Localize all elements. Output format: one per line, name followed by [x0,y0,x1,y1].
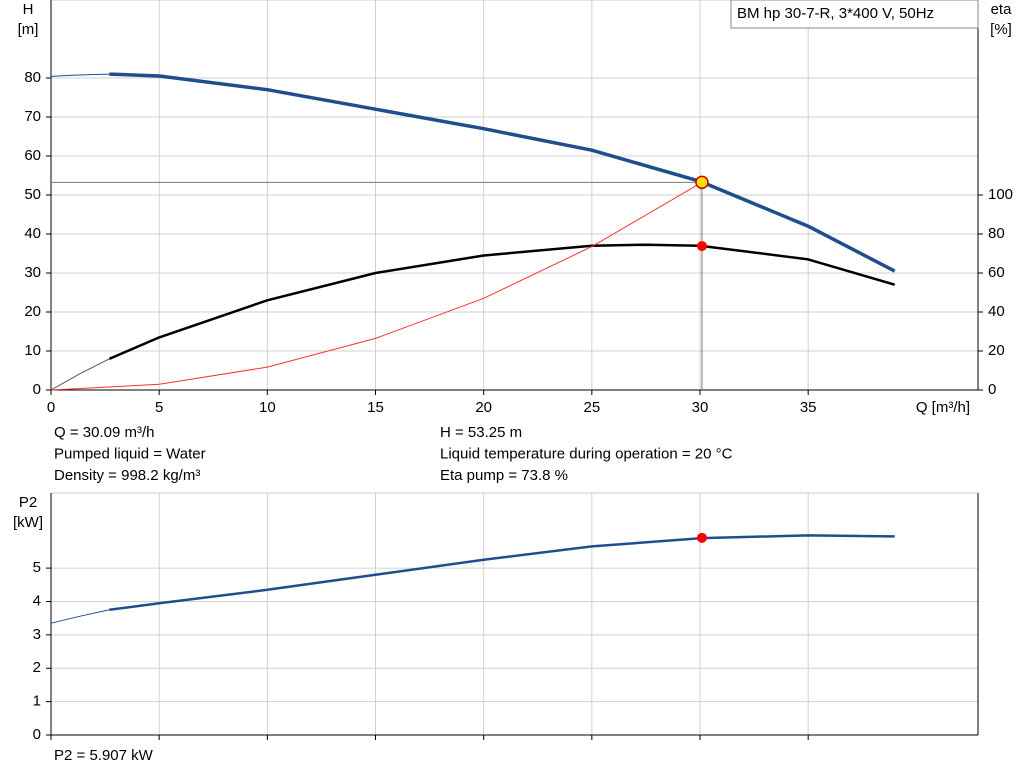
y2-unit: [%] [990,21,1012,38]
operating-point [696,532,707,543]
y-unit: [m] [18,21,39,38]
operating-point [696,241,707,252]
info-text: P2 = 5.907 kW [54,747,154,764]
info-text: Q = 30.09 m³/h [54,424,154,441]
curve [109,534,895,612]
y-tick-label: 5 [33,559,41,576]
x-tick-label: 15 [367,399,384,416]
curve [109,72,896,273]
y-tick-label: 4 [33,592,41,609]
y-tick-label: 20 [24,303,41,320]
info-text: Eta pump = 73.8 % [440,467,568,484]
x-tick-label: 25 [583,399,600,416]
y-tick-label: 10 [24,342,41,359]
chart-title: BM hp 30-7-R, 3*400 V, 50Hz [737,5,934,22]
plot-area [50,492,979,736]
info-text: Density = 998.2 kg/m³ [54,467,200,484]
y-tick-label: 70 [24,108,41,125]
info-text: Liquid temperature during operation = 20… [440,445,733,462]
y2-tick-label: 20 [988,342,1005,359]
x-tick-label: 30 [692,399,709,416]
y-tick-label: 3 [33,626,41,643]
curve [50,73,110,77]
y-label: H [23,1,34,18]
y-tick-label: 40 [24,225,41,242]
x-tick-label: 20 [475,399,492,416]
y-tick-label: 0 [33,726,41,743]
info-text: H = 53.25 m [440,424,522,441]
y2-tick-label: 100 [988,186,1013,203]
y-label: P2 [19,494,37,511]
x-tick-label: 10 [259,399,276,416]
y-tick-label: 60 [24,147,41,164]
x-tick-label: 5 [155,399,163,416]
x-tick-label: 35 [800,399,817,416]
x-tick-label: 0 [47,399,55,416]
y2-tick-label: 40 [988,303,1005,320]
y-tick-label: 30 [24,264,41,281]
info-text: Pumped liquid = Water [54,445,206,462]
title-box [730,0,979,29]
x-label: Q [m³/h] [916,399,970,416]
y-tick-label: 80 [24,69,41,86]
y2-tick-label: 80 [988,225,1005,242]
operating-point [695,175,709,190]
y2-label: eta [991,1,1013,18]
curve [50,609,110,624]
curve [108,243,896,360]
curve [50,358,110,391]
y-tick-label: 0 [33,381,41,398]
y-tick-label: 2 [33,659,41,676]
y2-tick-label: 60 [988,264,1005,281]
y-tick-label: 1 [33,693,41,710]
y2-tick-label: 0 [988,381,996,398]
curve [50,181,703,391]
y-tick-label: 50 [24,186,41,203]
y-unit: [kW] [13,514,43,531]
